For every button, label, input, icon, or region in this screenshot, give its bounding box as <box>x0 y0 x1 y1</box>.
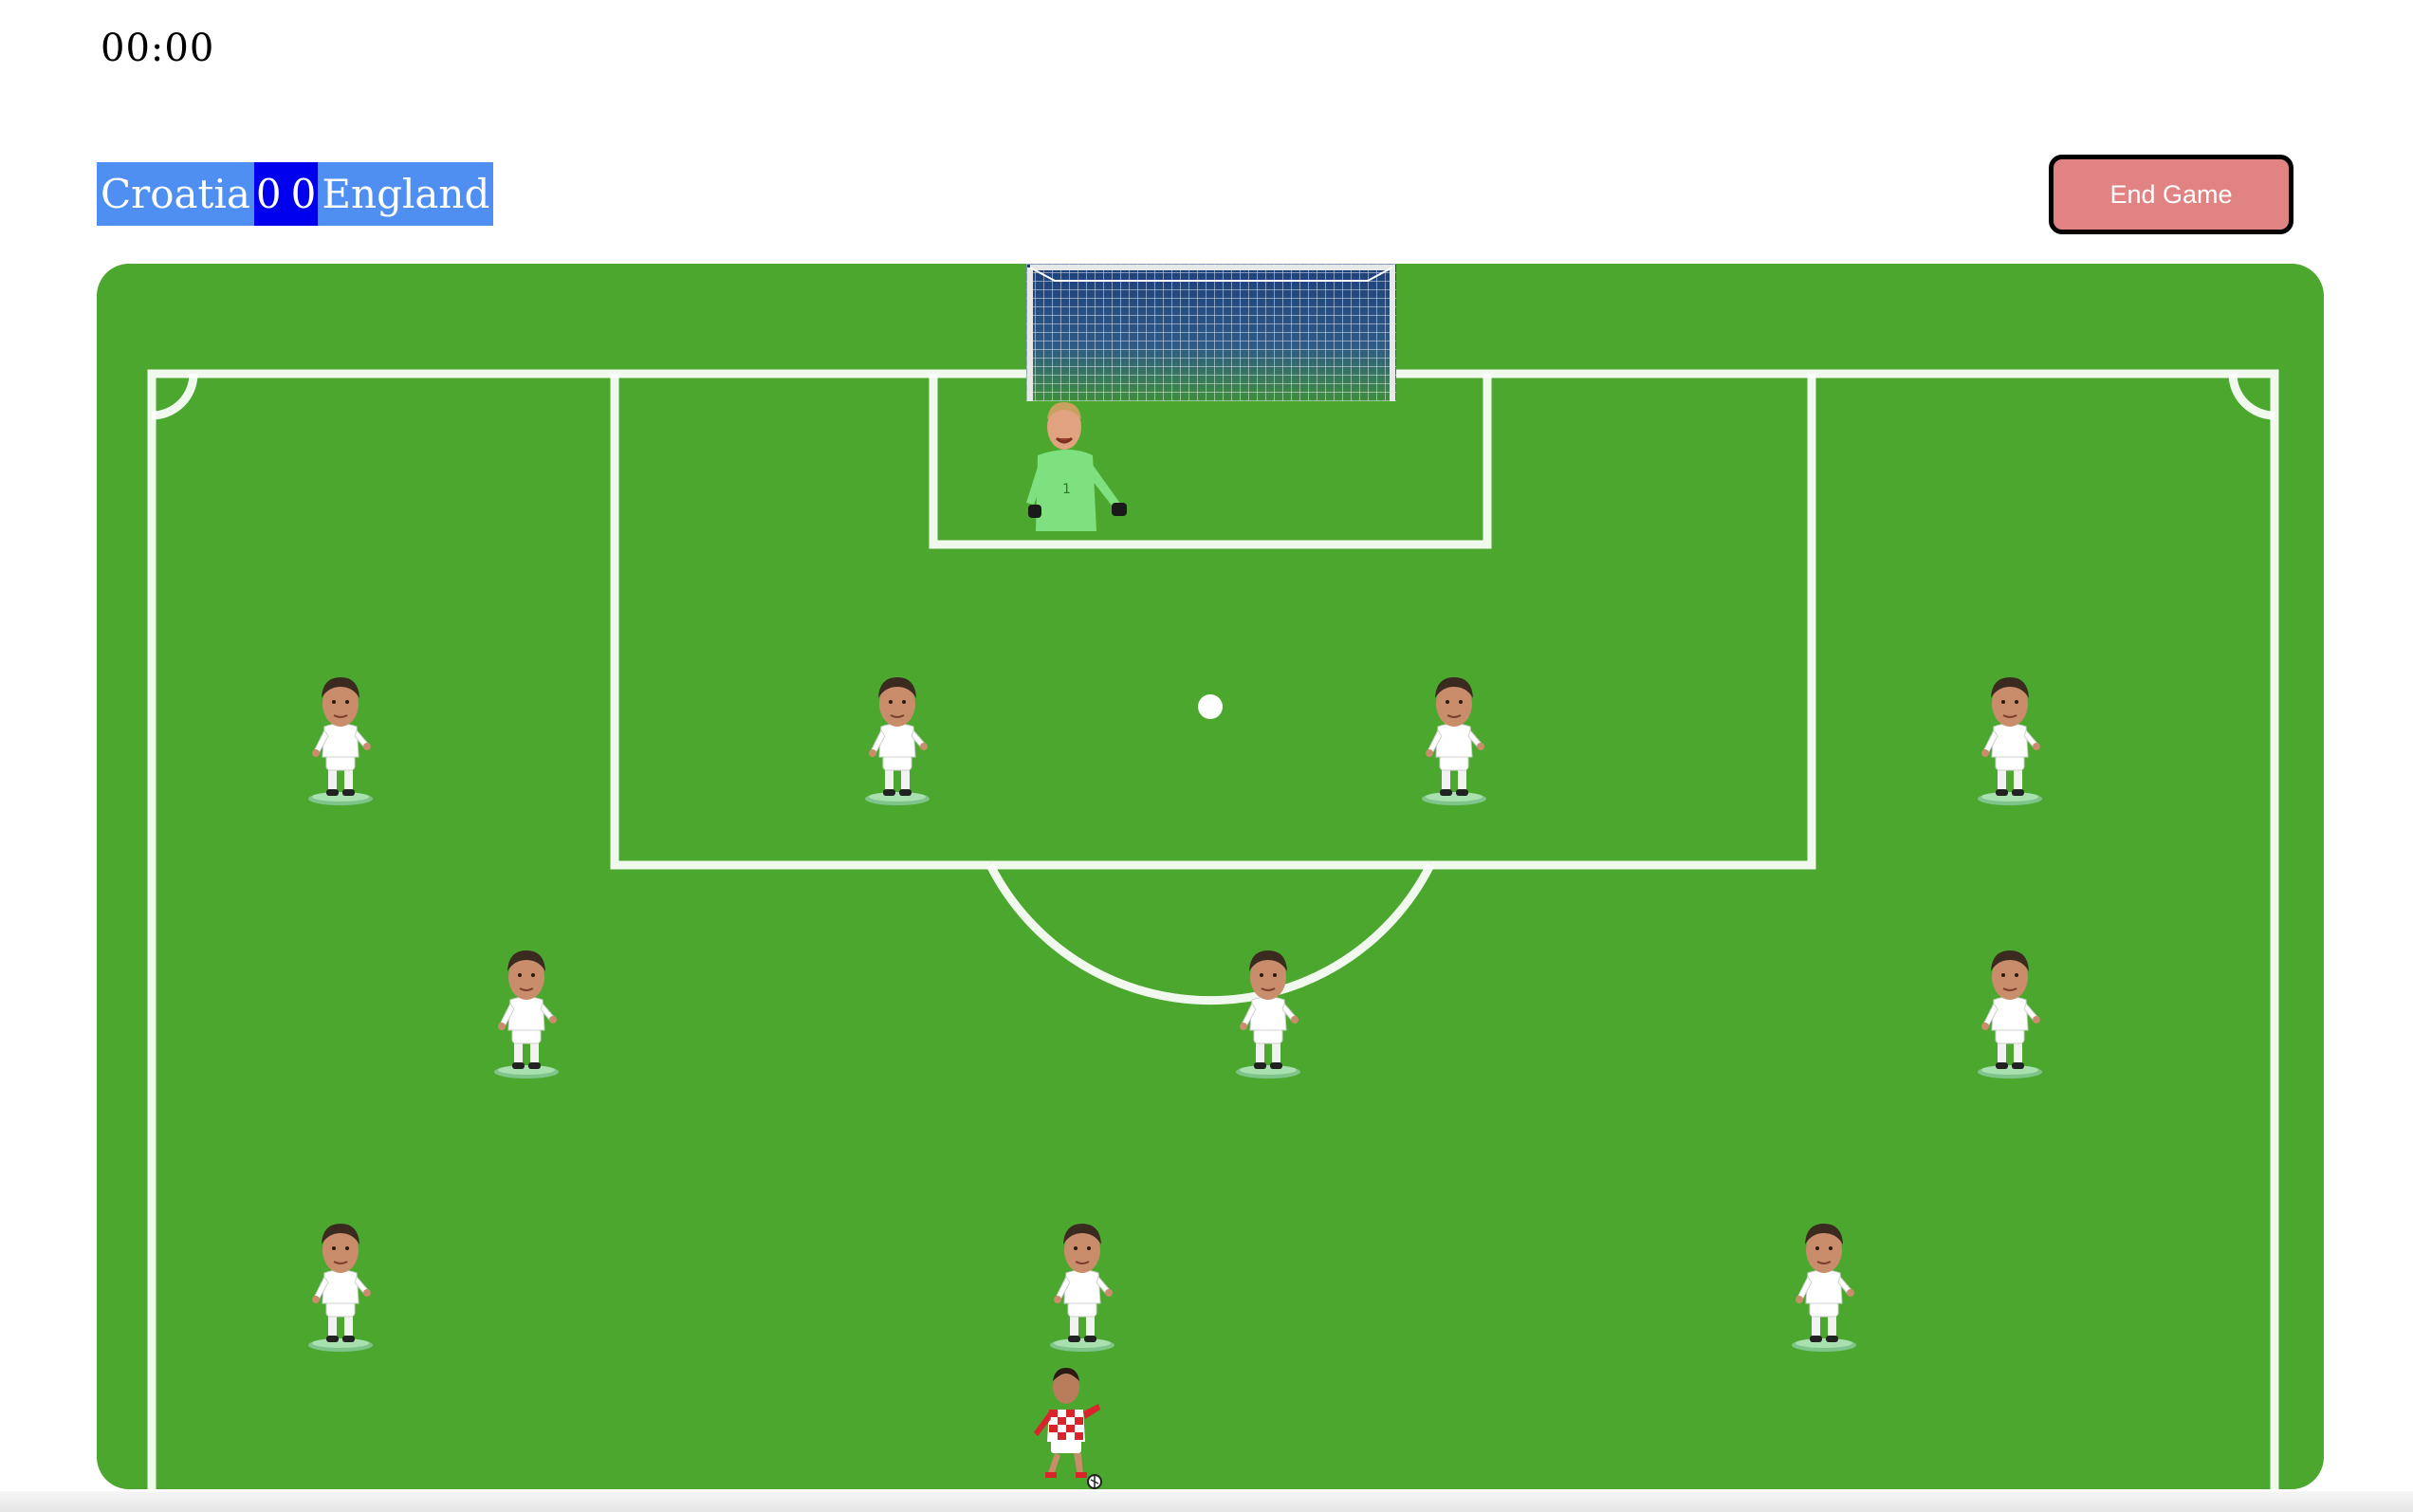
england-player-icon <box>1417 673 1491 806</box>
penalty-spot <box>1198 694 1223 719</box>
pitch-lines <box>147 369 2279 1489</box>
scoreboard: Croatia 0 0 England <box>97 162 494 226</box>
bottom-bar <box>0 1491 2413 1512</box>
away-score: 0 <box>290 171 317 217</box>
goal-net-icon <box>1026 264 1396 401</box>
england-player-icon <box>304 1220 378 1353</box>
england-player-icon <box>860 673 934 806</box>
pitch[interactable]: 1 <box>97 264 2324 1489</box>
match-timer: 00:00 <box>101 27 215 70</box>
home-score: 0 <box>255 171 282 217</box>
svg-text:1: 1 <box>1062 482 1071 497</box>
away-team-name: England <box>318 162 494 226</box>
england-player-icon <box>304 673 378 806</box>
england-player-icon <box>1973 947 2047 1079</box>
england-player-icon <box>1787 1220 1861 1353</box>
england-player-icon <box>489 947 563 1079</box>
england-player-icon <box>1231 947 1305 1079</box>
england-player-icon <box>1973 673 2047 806</box>
goalkeeper-icon: 1 <box>1017 398 1131 536</box>
home-team-name: Croatia <box>97 162 254 226</box>
score-display: 0 0 <box>253 162 319 226</box>
croatia-player-icon[interactable] <box>1026 1356 1110 1489</box>
england-player-icon <box>1045 1220 1119 1353</box>
end-game-button[interactable]: End Game <box>2049 155 2293 234</box>
